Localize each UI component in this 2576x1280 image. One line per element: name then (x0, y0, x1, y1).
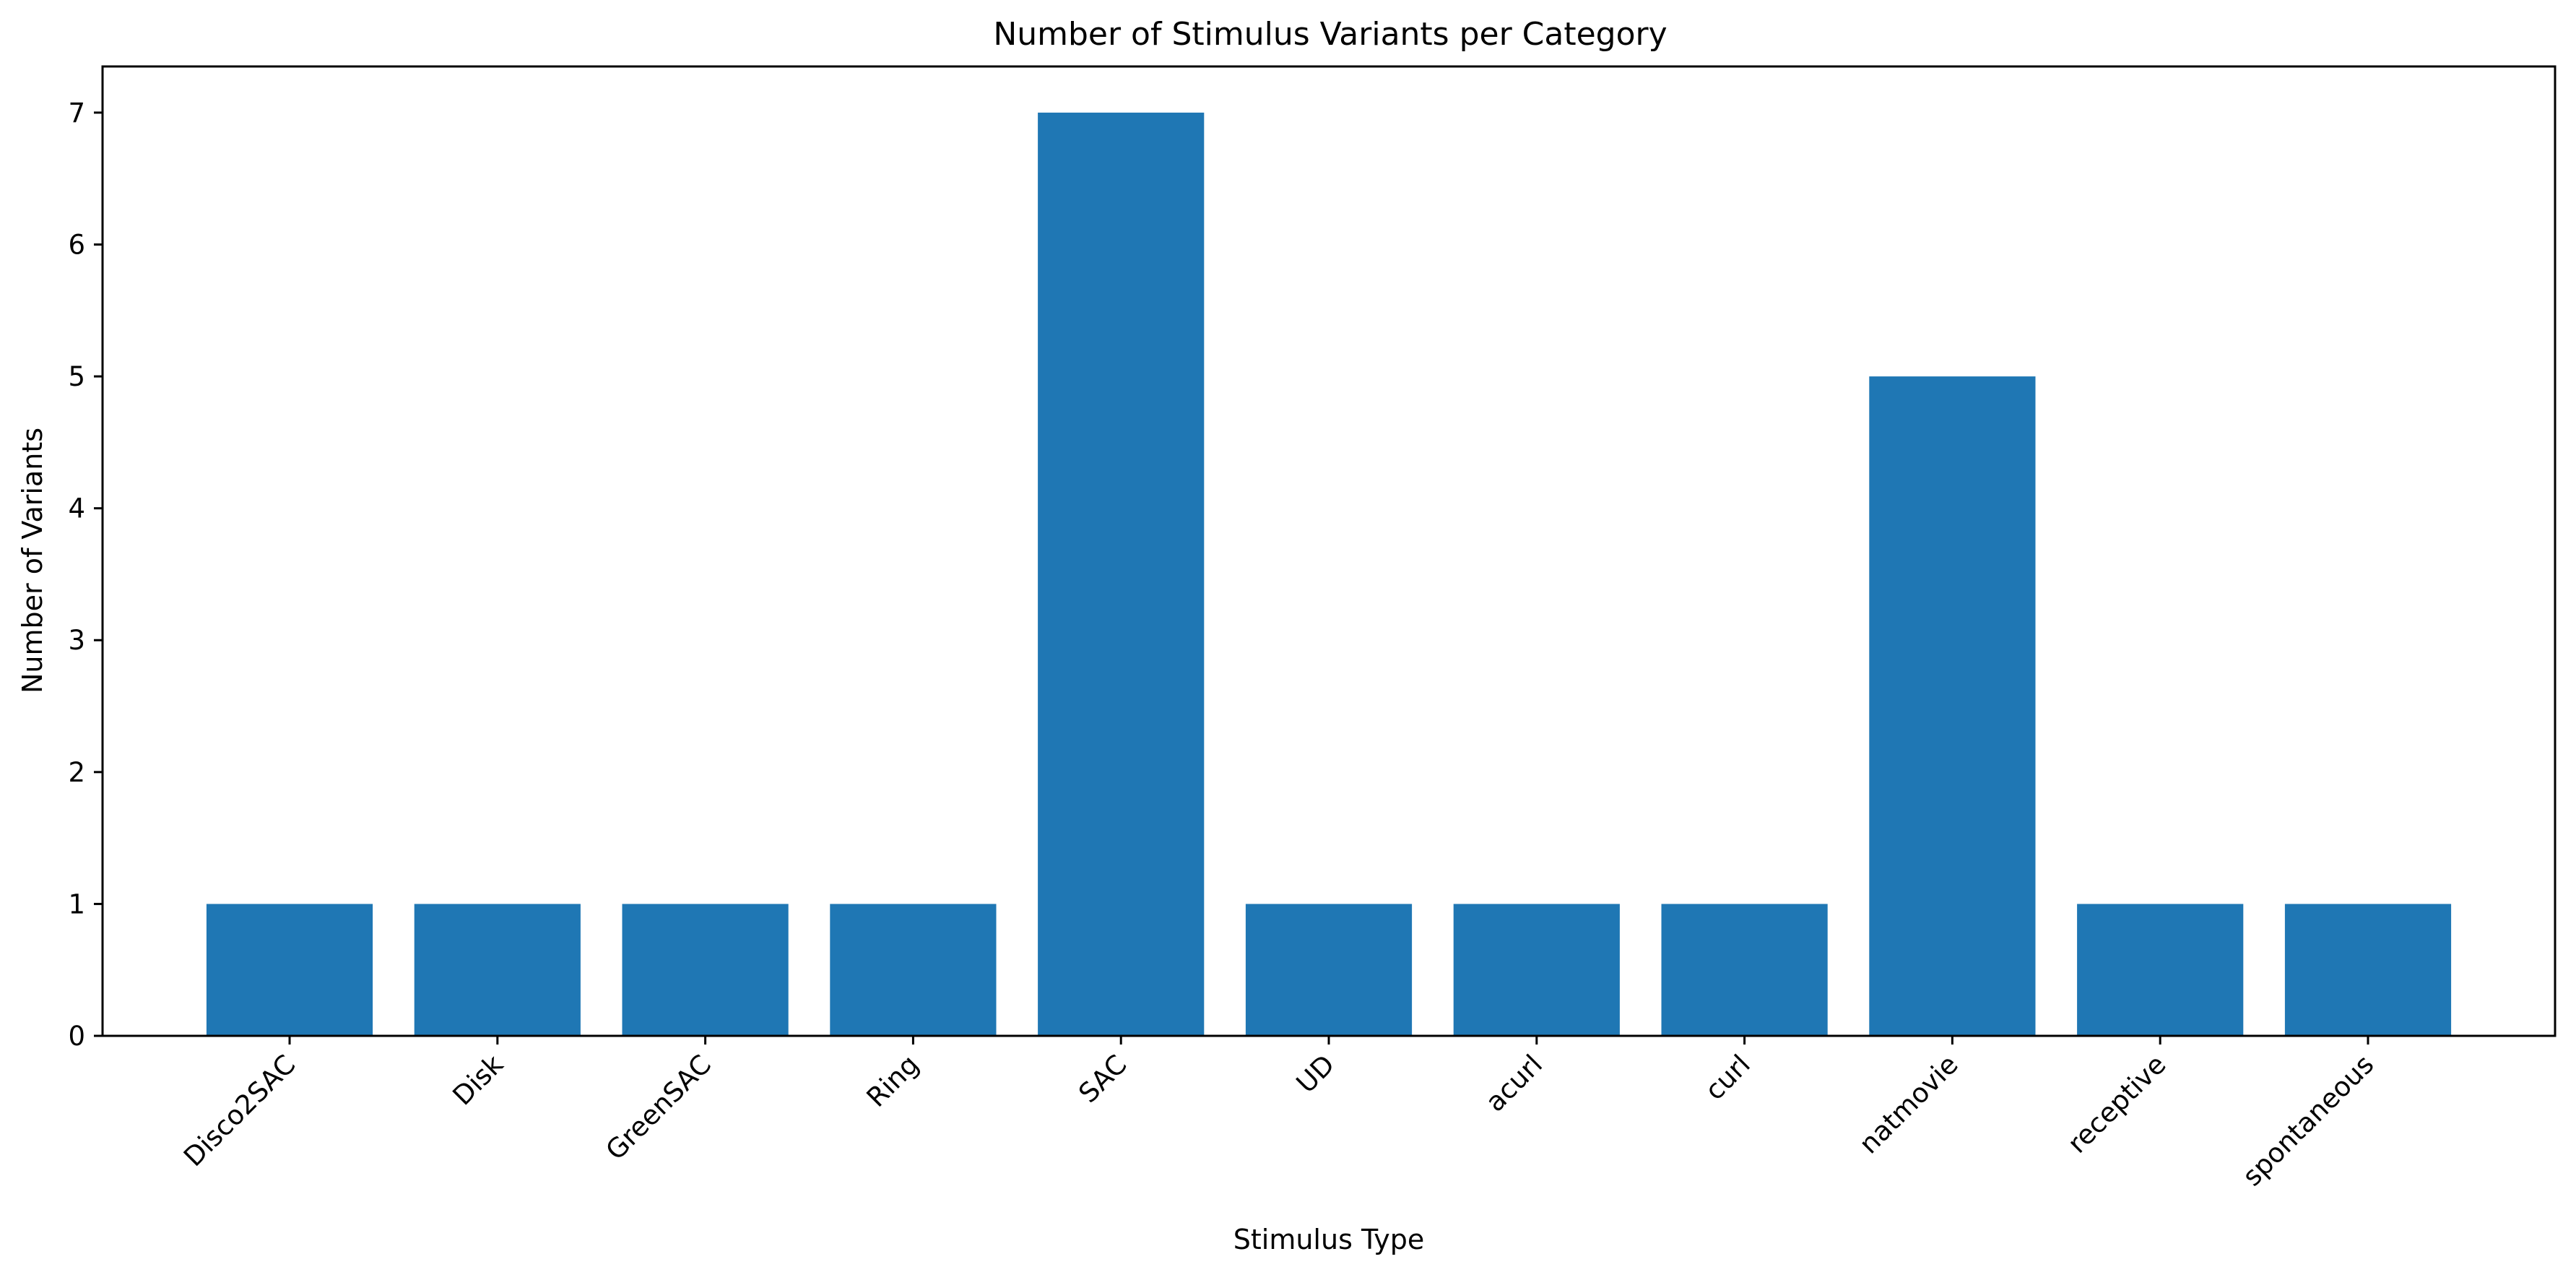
y-tick-label: 1 (68, 888, 85, 920)
y-tick-label: 4 (68, 493, 85, 524)
x-axis-label: Stimulus Type (1233, 1224, 1424, 1255)
plot-frame (101, 65, 2557, 1037)
bar-SAC (1038, 112, 1205, 1036)
y-tick-label: 5 (68, 361, 85, 392)
y-tick-label: 6 (68, 229, 85, 260)
bars-layer (206, 112, 2452, 1036)
bar-spontaneous (2284, 904, 2452, 1036)
y-tick-label: 3 (68, 625, 85, 656)
bar-natmovie (1869, 376, 2036, 1036)
chart-title: Number of Stimulus Variants per Category (993, 16, 1667, 53)
bar-Disco2SAC (206, 904, 373, 1036)
bar-Disk (414, 904, 581, 1036)
y-tick-label: 0 (68, 1021, 85, 1052)
bar-receptive (2077, 904, 2244, 1036)
y-tick-label: 2 (68, 757, 85, 788)
y-axis: 0 1 2 3 4 5 6 7 (68, 98, 103, 1052)
bar-UD (1245, 904, 1413, 1036)
y-axis-label: Number of Variants (17, 428, 48, 693)
y-tick-label: 7 (68, 98, 85, 129)
bar-Ring (830, 904, 997, 1036)
bar-curl (1661, 904, 1828, 1036)
bar-GreenSAC (622, 904, 789, 1036)
bar-acurl (1453, 904, 1620, 1036)
